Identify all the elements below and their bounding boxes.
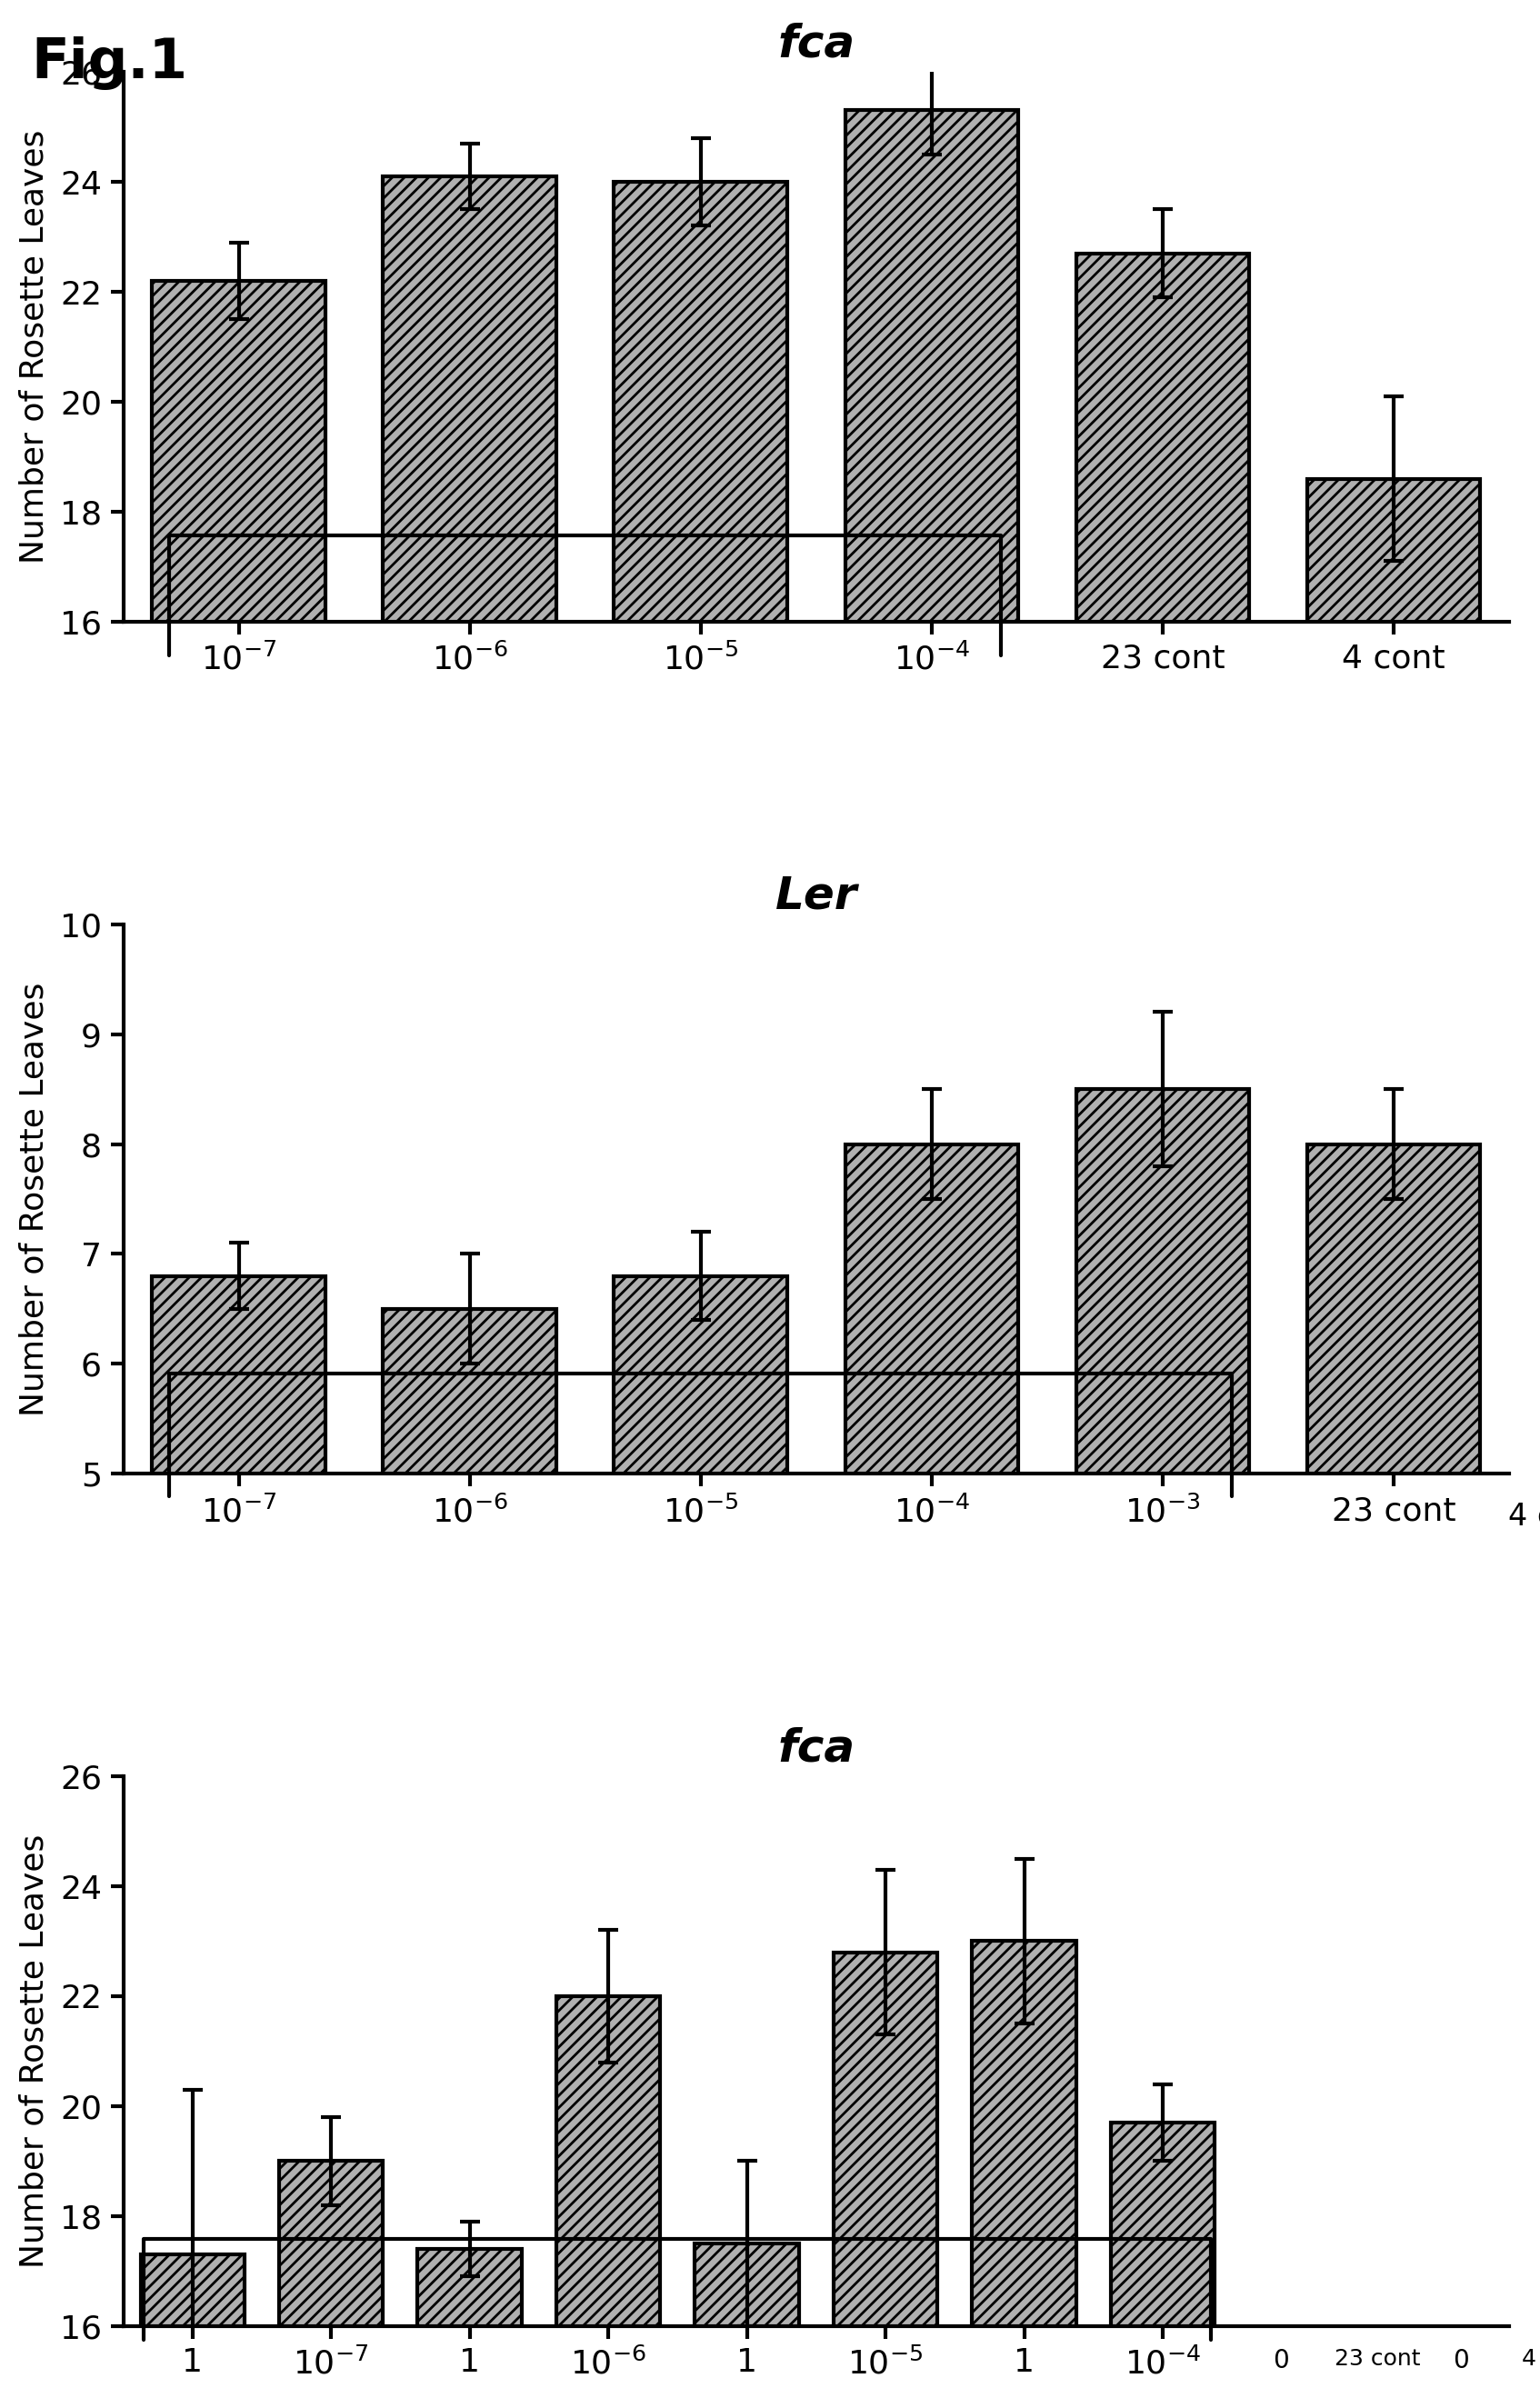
Bar [1076,254,1249,1501]
Bar [152,281,325,1501]
Bar [833,1952,938,2398]
Text: 0: 0 [1452,2348,1469,2374]
Bar [279,2161,383,2398]
Text: 23 cont: 23 cont [1335,2348,1420,2369]
Bar [556,1995,661,2398]
Bar [972,1942,1076,2398]
Bar [845,1144,1018,2024]
Bar [1110,2122,1215,2398]
Bar [1076,1089,1249,2024]
Bar [1307,1144,1480,2024]
Bar [695,2245,799,2398]
Bar [417,2249,522,2398]
Text: Fig.1: Fig.1 [31,36,188,89]
Bar [152,1276,325,2024]
Bar [845,110,1018,1501]
Title: fca: fca [778,22,855,65]
Text: 4 cont: 4 cont [1522,2348,1540,2369]
Text: 4 cont: 4 cont [1508,1501,1540,1532]
Bar [614,1276,787,2024]
Title: fca: fca [778,1727,855,1770]
Bar [614,182,787,1501]
Y-axis label: Number of Rosette Leaves: Number of Rosette Leaves [18,983,49,1415]
Bar [383,1309,556,2024]
Y-axis label: Number of Rosette Leaves: Number of Rosette Leaves [18,129,49,564]
Text: 0: 0 [1272,2348,1289,2374]
Bar [140,2254,245,2398]
Bar [1307,480,1480,1501]
Bar [383,177,556,1501]
Title: Ler: Ler [775,875,858,918]
Y-axis label: Number of Rosette Leaves: Number of Rosette Leaves [18,1834,49,2269]
